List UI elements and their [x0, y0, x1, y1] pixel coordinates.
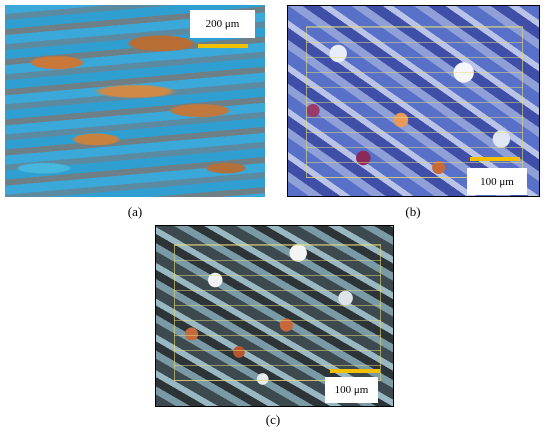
scale-bar: [330, 369, 380, 373]
scale-label: 100 μm: [467, 168, 527, 195]
scale-label: 200 μm: [190, 10, 255, 38]
scale-label: 100 μm: [325, 377, 378, 403]
scale-bar: [198, 44, 248, 48]
panel-label: (c): [265, 412, 281, 427]
panel-label: (b): [405, 204, 421, 219]
grid-overlay: [306, 26, 523, 178]
scale-bar: [470, 157, 520, 161]
micrograph: [155, 225, 394, 407]
micrograph: [287, 5, 540, 197]
panel-label: (a): [127, 204, 143, 219]
grid-overlay: [174, 244, 381, 381]
